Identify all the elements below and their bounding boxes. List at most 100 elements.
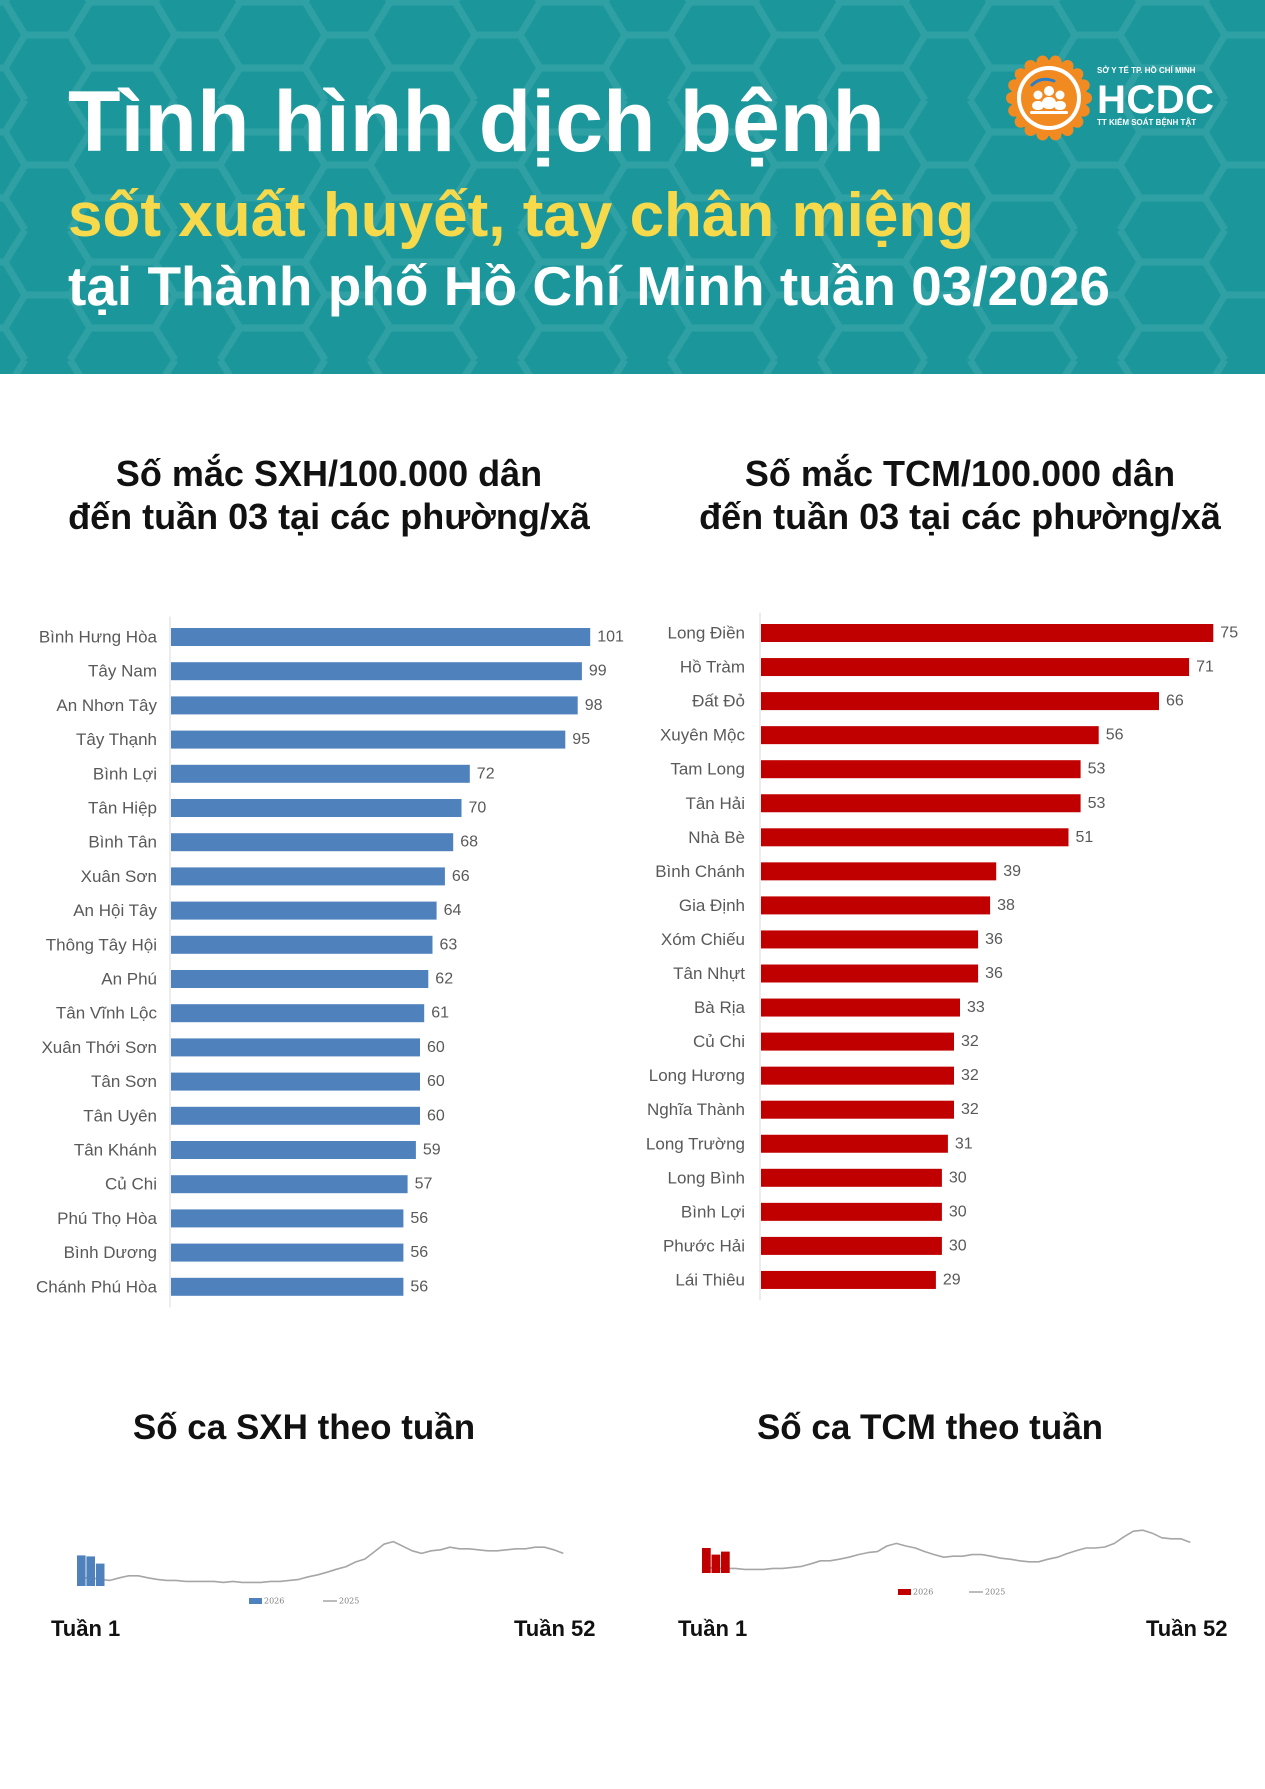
bar [171, 1175, 408, 1194]
value-label: 60 [427, 1039, 445, 1056]
category-label: Xuân Thới Sơn [41, 1038, 157, 1057]
series-line-2025 [706, 1529, 1191, 1571]
page-subtitle: sốt xuất huyết, tay chân miệng [68, 181, 975, 250]
hcdc-logo-badge [1006, 55, 1092, 141]
week-bar-2026 [711, 1554, 721, 1573]
value-label: 33 [967, 999, 985, 1016]
value-label: 53 [1088, 795, 1106, 812]
value-label: 99 [589, 663, 607, 680]
category-label: Xuyên Mộc [660, 726, 746, 745]
series-line-2025 [81, 1540, 564, 1584]
value-label: 30 [949, 1203, 967, 1220]
bar [171, 1072, 420, 1091]
value-label: 66 [1166, 693, 1184, 710]
page-location-week: tại Thành phố Hồ Chí Minh tuần 03/2026 [68, 255, 1111, 317]
bar [761, 828, 1069, 847]
logo-department-text: SỞ Y TẾ TP. HỒ CHÍ MINH [1097, 66, 1196, 75]
value-label: 39 [1003, 863, 1021, 880]
value-label: 56 [410, 1278, 428, 1295]
category-label: Tân Nhựt [673, 964, 745, 983]
legend-label-2026: 2026 [913, 1588, 933, 1597]
legend-label-2026: 2026 [264, 1597, 284, 1606]
sxh-weekly-cases-chart: 2026 2025 [77, 1540, 564, 1606]
page-title: Tình hình dịch bệnh [68, 74, 885, 170]
value-label: 63 [440, 936, 458, 953]
bar [761, 998, 960, 1017]
tcm-bar-chart-title-line1: Số mắc TCM/100.000 dân [744, 453, 1176, 494]
category-label: Bình Tân [88, 833, 157, 852]
category-label: Nghĩa Thành [647, 1100, 745, 1119]
bar [761, 1236, 942, 1255]
value-label: 64 [444, 902, 462, 919]
sxh-incidence-bar-chart: Bình Hưng Hòa 101 Tây Nam 99 An Nhơn Tây 98 Tâ… [36, 616, 624, 1308]
bar [171, 799, 462, 817]
category-label: Tân Uyên [83, 1106, 157, 1125]
value-label: 59 [423, 1142, 441, 1159]
value-label: 32 [961, 1033, 979, 1050]
category-label: Phước Hải [663, 1236, 745, 1255]
category-label: Củ Chi [693, 1032, 745, 1051]
value-label: 36 [985, 931, 1003, 948]
category-label: Tân Sơn [91, 1072, 157, 1091]
week-bar-2026 [86, 1556, 95, 1586]
value-label: 53 [1088, 761, 1106, 778]
bar [171, 628, 591, 646]
logo-hcdc-wordmark: HCDC [1097, 78, 1215, 122]
tcm-incidence-bar-chart: Long Điền 75 Hồ Tràm 71 Đất Đỏ 66 Xuyên Mộc 56 T… [646, 612, 1238, 1301]
tcm-weekly-cases-chart: 2026 2025 [702, 1529, 1191, 1597]
value-label: 62 [435, 971, 453, 988]
tcm-weekly-chart-title: Số ca TCM theo tuần [756, 1408, 1104, 1447]
category-label: Thông Tây Hội [46, 935, 157, 954]
sxh-bar-chart-title: Số mắc SXH/100.000 dân đến tuần 03 tại c… [0, 452, 658, 538]
tcm-bar-chart-title: Số mắc TCM/100.000 dân đến tuần 03 tại c… [662, 452, 1258, 538]
value-label: 68 [460, 834, 478, 851]
sxh-weekly-chart-title: Số ca SXH theo tuần [132, 1408, 476, 1447]
value-label: 70 [469, 800, 487, 817]
value-label: 98 [585, 697, 603, 714]
sxh-bar-chart-title-line2: đến tuần 03 tại các phường/xã [68, 496, 590, 537]
week-bar-2026 [702, 1548, 711, 1573]
bar [171, 1243, 404, 1262]
value-label: 60 [427, 1107, 445, 1124]
category-label: Phú Thọ Hòa [57, 1209, 157, 1228]
legend-label-2025: 2025 [985, 1588, 1005, 1597]
bar [171, 970, 429, 988]
category-label: Long Bình [667, 1168, 745, 1187]
category-label: Tây Nam [88, 662, 157, 681]
category-label: Long Điền [667, 624, 745, 643]
value-label: 61 [431, 1005, 449, 1022]
category-label: Bình Hưng Hòa [39, 628, 158, 647]
category-label: Tam Long [670, 760, 745, 779]
bar [171, 662, 582, 681]
bar [761, 1134, 948, 1153]
tcm-x-tick-week-52: Tuần 52 [1146, 1616, 1228, 1641]
category-label: Tân Vĩnh Lộc [56, 1004, 158, 1023]
value-label: 36 [985, 965, 1003, 982]
bar [761, 964, 979, 983]
category-label: An Phú [101, 970, 157, 989]
bar [171, 935, 433, 954]
bar [171, 901, 437, 920]
bar [171, 696, 578, 715]
bar [761, 692, 1159, 711]
bar [171, 833, 454, 852]
bar [761, 1032, 954, 1051]
bar [171, 867, 445, 886]
sxh-x-tick-week-52: Tuần 52 [514, 1616, 596, 1641]
category-label: Tây Thạnh [76, 730, 157, 749]
people-group-icon [1030, 77, 1068, 114]
category-label: Nhà Bè [688, 828, 745, 847]
category-label: Tân Khánh [74, 1141, 157, 1160]
category-label: Chánh Phú Hòa [36, 1277, 158, 1296]
category-label: Xuân Sơn [81, 867, 157, 886]
header-banner: Tình hình dịch bệnh sốt xuất huyết, tay … [0, 0, 1265, 374]
bar [761, 624, 1214, 642]
legend-swatch-2026 [249, 1598, 262, 1604]
value-label: 56 [1106, 727, 1124, 744]
bar [171, 1277, 404, 1296]
bar [761, 760, 1081, 779]
category-label: Long Hương [649, 1066, 745, 1085]
value-label: 32 [961, 1067, 979, 1084]
week-bar-2026 [77, 1555, 86, 1586]
value-label: 60 [427, 1073, 445, 1090]
